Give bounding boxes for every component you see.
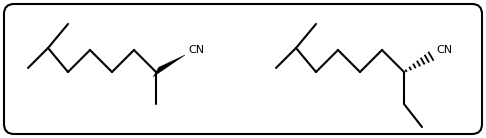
- Polygon shape: [153, 55, 185, 77]
- Text: CN: CN: [188, 45, 204, 55]
- Text: CN: CN: [436, 45, 452, 55]
- FancyBboxPatch shape: [4, 4, 482, 134]
